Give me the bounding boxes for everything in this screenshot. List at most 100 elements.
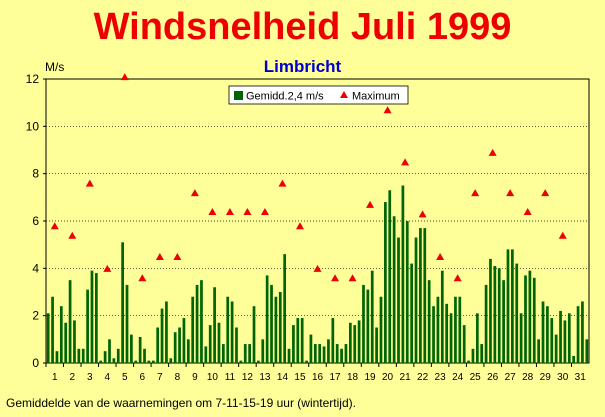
x-tick-label: 10 (207, 372, 219, 383)
average-bar (68, 280, 72, 363)
average-bar (169, 358, 173, 363)
average-bar (436, 296, 440, 363)
average-bar (296, 318, 300, 363)
legend: Gemidd.2,4 m/s Maximum (228, 85, 409, 105)
maximum-markers (50, 73, 567, 282)
x-tick-label: 9 (192, 372, 198, 383)
average-bar (204, 346, 208, 363)
maximum-marker (506, 189, 515, 197)
average-bar (313, 344, 317, 363)
legend-average-swatch (234, 91, 243, 100)
average-bar (265, 275, 269, 363)
x-tick-label: 17 (329, 372, 341, 383)
average-bar (99, 360, 103, 363)
average-bar (261, 339, 265, 363)
average-bar (392, 216, 396, 363)
chart-subtitle: Limbricht (263, 57, 342, 76)
maximum-marker (225, 208, 234, 216)
average-bar (178, 327, 181, 363)
y-tick-label: 0 (32, 356, 39, 370)
average-bar (419, 228, 422, 363)
legend-box (228, 85, 409, 105)
x-tick-label: 25 (470, 372, 482, 383)
maximum-marker (436, 253, 445, 260)
average-bar (489, 258, 492, 363)
average-bar (226, 296, 230, 363)
average-bar (432, 306, 435, 363)
average-bar (116, 348, 120, 363)
average-bar (59, 306, 63, 363)
x-tick-label: 26 (487, 372, 499, 383)
average-bar (138, 336, 142, 363)
maximum-marker (120, 73, 129, 81)
average-bar (576, 306, 580, 363)
average-bar (384, 202, 387, 363)
average-bar (563, 320, 567, 363)
x-tick-label: 7 (157, 372, 163, 383)
average-bar (353, 325, 357, 363)
maximum-marker (331, 274, 340, 282)
average-bar (160, 308, 164, 363)
average-bar (427, 280, 431, 363)
average-bar (95, 273, 98, 363)
maximum-marker (558, 231, 567, 239)
average-bar (134, 360, 138, 363)
average-bar (108, 339, 111, 363)
average-bar (414, 237, 418, 363)
average-bar (467, 360, 470, 363)
average-bar (130, 334, 133, 363)
average-bar (362, 284, 365, 363)
maximum-marker (155, 253, 164, 260)
average-bar (309, 334, 313, 363)
average-bar (410, 263, 414, 363)
average-bar (532, 277, 536, 363)
average-bar (81, 348, 85, 363)
average-bar (121, 242, 124, 363)
x-tick-labels: 1 2 3 4 5 6 7 8 9 10 11 12 13 14 15 16 17 18 19 20 21 22 23 24 2… (45, 363, 586, 383)
average-bar (581, 301, 584, 363)
average-bar (200, 280, 203, 363)
average-bar (64, 322, 68, 363)
maximum-marker (418, 210, 427, 218)
average-bar (480, 344, 484, 363)
x-tick-label: 27 (505, 372, 517, 383)
average-bar (546, 306, 549, 363)
average-bar (528, 270, 532, 363)
y-tick-labels: 0 2 4 6 8 10 12 (26, 72, 46, 370)
average-bar (449, 313, 453, 363)
x-tick-label: 5 (122, 372, 128, 383)
average-bar (375, 327, 378, 363)
maximum-marker (471, 189, 480, 197)
average-bar (252, 306, 256, 363)
average-bar (357, 320, 361, 363)
average-bar (554, 334, 558, 363)
average-bar (235, 327, 238, 363)
average-bar (484, 284, 488, 363)
average-bar (283, 254, 287, 363)
average-bar (572, 355, 576, 363)
average-bar (405, 221, 409, 363)
average-bar (585, 339, 589, 363)
average-bar (305, 360, 308, 363)
average-bar (125, 284, 129, 363)
maximum-marker (278, 179, 287, 187)
x-tick-label: 29 (540, 372, 552, 383)
average-bar (217, 322, 221, 363)
average-bar (550, 318, 554, 363)
maximum-marker (260, 208, 269, 216)
maximum-marker (173, 253, 182, 260)
average-bar (462, 325, 466, 363)
average-bar (230, 301, 234, 363)
maximum-marker (401, 158, 410, 166)
average-bar (156, 327, 160, 363)
average-bar (331, 318, 335, 363)
average-bar (445, 303, 449, 363)
average-bar (86, 289, 89, 363)
average-bar (559, 310, 562, 363)
maximum-marker (190, 189, 199, 197)
average-bar (274, 296, 278, 363)
average-bar (493, 265, 497, 363)
average-bar (471, 348, 475, 363)
maximum-marker (488, 148, 497, 156)
